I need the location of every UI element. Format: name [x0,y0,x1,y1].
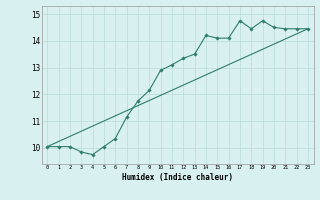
X-axis label: Humidex (Indice chaleur): Humidex (Indice chaleur) [122,173,233,182]
